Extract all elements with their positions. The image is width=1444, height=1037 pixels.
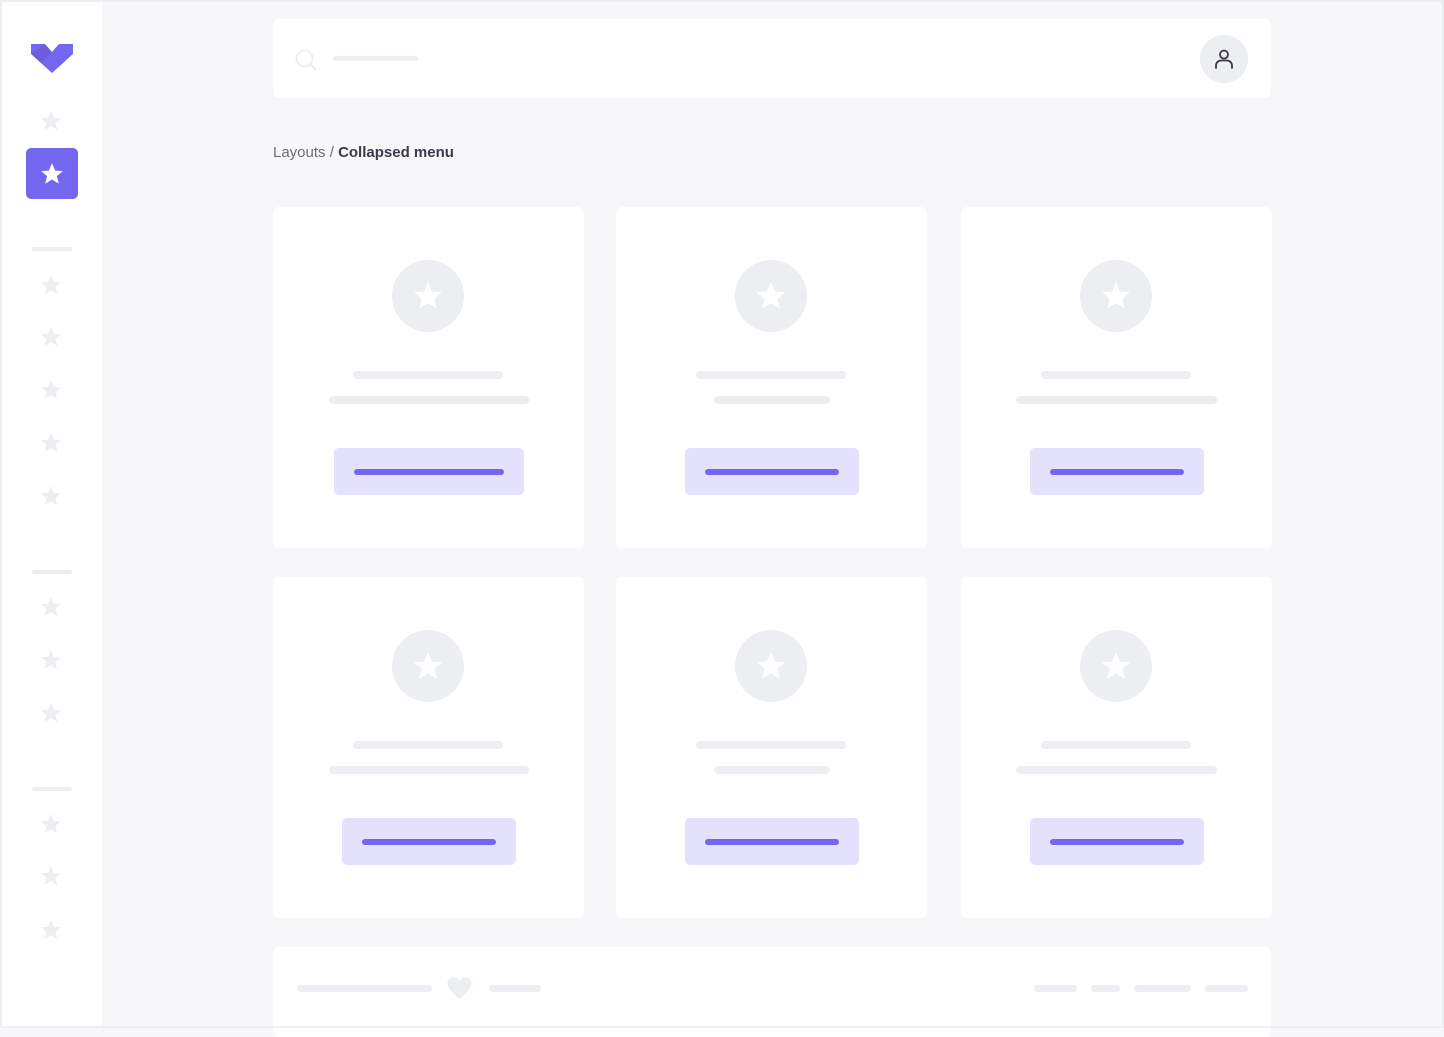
star-icon bbox=[756, 281, 786, 309]
footer-text-placeholder bbox=[489, 985, 541, 992]
sidebar bbox=[0, 0, 102, 1028]
card-title-placeholder bbox=[696, 371, 846, 379]
top-navbar bbox=[273, 19, 1271, 98]
sidebar-star-icon[interactable] bbox=[39, 864, 63, 888]
card-avatar bbox=[1080, 260, 1152, 332]
card bbox=[616, 207, 927, 548]
card-title-placeholder bbox=[353, 741, 503, 749]
card-action-button[interactable] bbox=[684, 818, 859, 865]
footer-link[interactable] bbox=[1134, 985, 1191, 992]
card bbox=[273, 577, 584, 918]
card-text-placeholder bbox=[713, 766, 830, 774]
footer-link[interactable] bbox=[1205, 985, 1248, 992]
card-title-placeholder bbox=[353, 371, 503, 379]
button-label-placeholder bbox=[1049, 839, 1184, 845]
sidebar-divider bbox=[32, 247, 72, 251]
search-input[interactable] bbox=[333, 56, 418, 61]
card-title-placeholder bbox=[696, 741, 846, 749]
card bbox=[961, 207, 1272, 548]
button-label-placeholder bbox=[361, 839, 496, 845]
sidebar-item-active[interactable] bbox=[26, 148, 78, 199]
sidebar-star-icon[interactable] bbox=[39, 595, 63, 619]
card-text-placeholder bbox=[328, 396, 529, 404]
card-avatar bbox=[1080, 630, 1152, 702]
sidebar-star-icon[interactable] bbox=[39, 431, 63, 455]
sidebar-star-icon[interactable] bbox=[39, 701, 63, 725]
card-action-button[interactable] bbox=[1029, 818, 1204, 865]
card bbox=[273, 207, 584, 548]
star-icon bbox=[1101, 281, 1131, 309]
footer-text-placeholder bbox=[297, 985, 432, 992]
star-icon bbox=[41, 162, 63, 184]
card-avatar bbox=[392, 260, 464, 332]
breadcrumb-separator: / bbox=[329, 144, 334, 161]
card bbox=[961, 577, 1272, 918]
search-icon[interactable] bbox=[295, 49, 317, 71]
sidebar-star-icon[interactable] bbox=[39, 325, 63, 349]
footer-link[interactable] bbox=[1091, 985, 1120, 992]
breadcrumb-current: Collapsed menu bbox=[338, 144, 454, 161]
card-avatar bbox=[735, 630, 807, 702]
sidebar-star-icon[interactable] bbox=[39, 273, 63, 297]
sidebar-star-icon[interactable] bbox=[39, 812, 63, 836]
card-text-placeholder bbox=[328, 766, 529, 774]
sidebar-divider bbox=[32, 570, 72, 574]
sidebar-divider bbox=[32, 787, 72, 791]
star-icon bbox=[413, 281, 443, 309]
card-text-placeholder bbox=[713, 396, 830, 404]
card-avatar bbox=[735, 260, 807, 332]
sidebar-star-icon[interactable] bbox=[39, 109, 63, 133]
card-action-button[interactable] bbox=[341, 818, 516, 865]
star-icon bbox=[756, 651, 786, 679]
star-icon bbox=[413, 651, 443, 679]
user-icon bbox=[1215, 49, 1233, 69]
card-title-placeholder bbox=[1041, 371, 1191, 379]
breadcrumb-parent[interactable]: Layouts bbox=[273, 144, 326, 161]
sidebar-star-icon[interactable] bbox=[39, 648, 63, 672]
card-title-placeholder bbox=[1041, 741, 1191, 749]
button-label-placeholder bbox=[353, 469, 504, 475]
card-action-button[interactable] bbox=[684, 448, 859, 495]
heart-icon bbox=[447, 977, 472, 999]
logo-icon[interactable] bbox=[31, 44, 73, 74]
user-avatar-button[interactable] bbox=[1200, 35, 1248, 83]
sidebar-star-icon[interactable] bbox=[39, 918, 63, 942]
card-text-placeholder bbox=[1016, 766, 1217, 774]
star-icon bbox=[1101, 651, 1131, 679]
card-avatar bbox=[392, 630, 464, 702]
card-action-button[interactable] bbox=[1029, 448, 1204, 495]
sidebar-star-icon[interactable] bbox=[39, 378, 63, 402]
breadcrumb: Layouts / Collapsed menu bbox=[273, 144, 454, 161]
sidebar-star-icon[interactable] bbox=[39, 484, 63, 508]
card bbox=[616, 577, 927, 918]
footer-link[interactable] bbox=[1034, 985, 1077, 992]
button-label-placeholder bbox=[704, 839, 839, 845]
footer bbox=[273, 947, 1271, 1037]
button-label-placeholder bbox=[1049, 469, 1184, 475]
button-label-placeholder bbox=[704, 469, 839, 475]
card-text-placeholder bbox=[1016, 396, 1217, 404]
card-action-button[interactable] bbox=[333, 448, 524, 495]
